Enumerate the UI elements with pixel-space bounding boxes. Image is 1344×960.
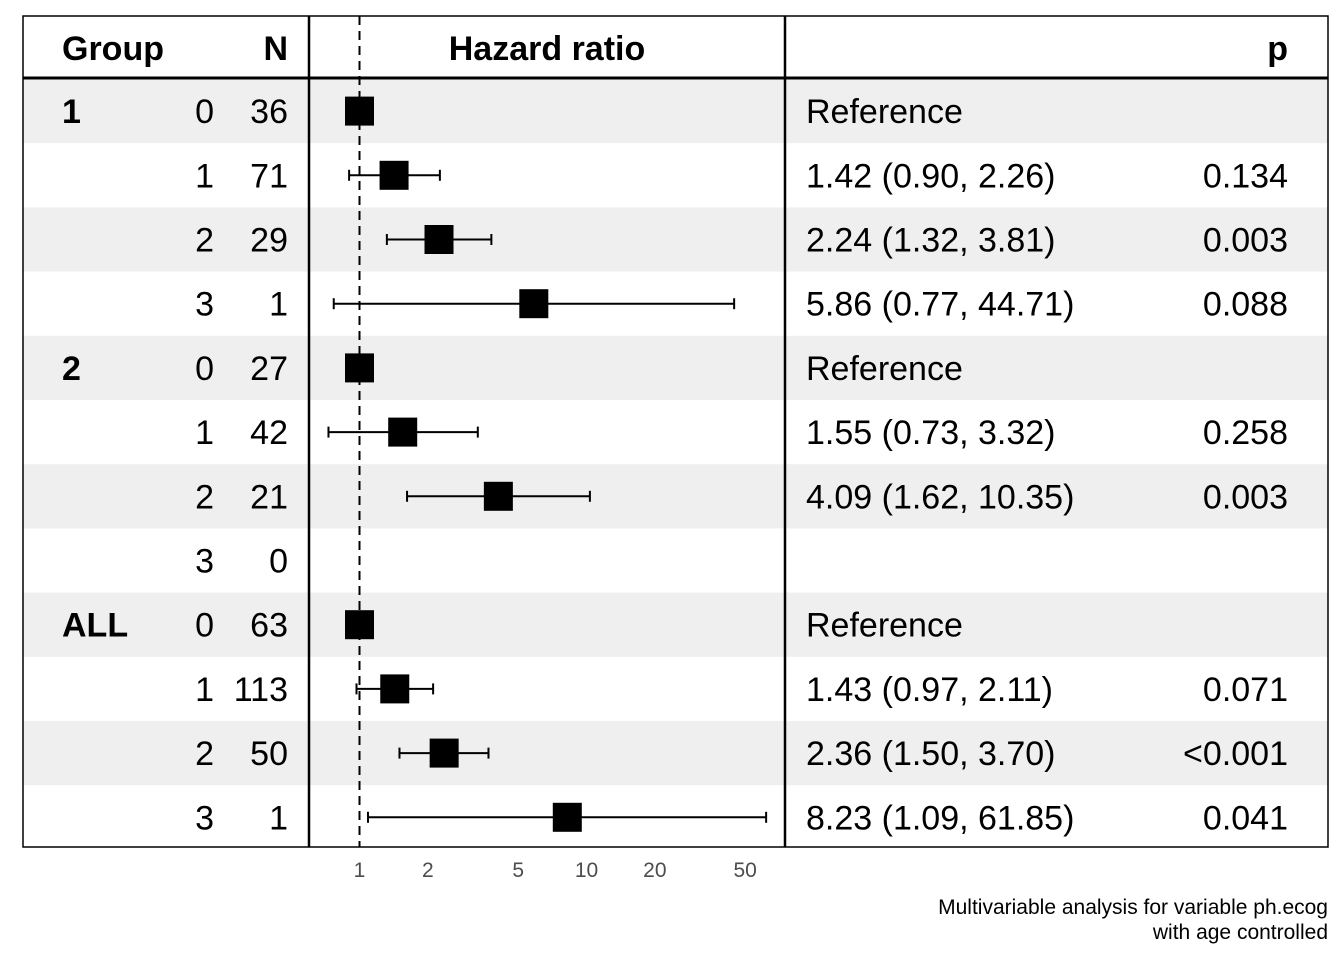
group-label: ALL [62,607,128,645]
level-label: 3 [195,543,214,581]
table-frame [22,15,1329,848]
p-value: 0.003 [1203,478,1288,516]
level-label: 2 [195,735,214,773]
estimate-text: Reference [806,93,963,131]
n-value: 27 [250,350,288,388]
p-value: 0.071 [1203,671,1288,709]
x-tick-label: 5 [512,859,524,882]
n-value: 1 [269,286,288,324]
hr-point [380,674,410,704]
estimate-text: 2.24 (1.32, 3.81) [806,222,1056,260]
level-label: 1 [195,157,214,195]
x-tick-label: 2 [422,859,434,882]
header-hazard-ratio: Hazard ratio [449,30,646,68]
p-value: 0.041 [1203,799,1288,837]
hr-point [379,160,409,190]
group-label: 1 [62,93,81,131]
header-group: Group [62,30,164,68]
n-value: 1 [269,799,288,837]
estimate-text: 1.43 (0.97, 2.11) [806,671,1053,709]
estimate-text: 8.23 (1.09, 61.85) [806,799,1074,837]
estimate-text: 4.09 (1.62, 10.35) [806,478,1074,516]
row-band [23,79,1328,144]
level-label: 3 [195,799,214,837]
n-value: 0 [269,543,288,581]
x-tick-label: 1 [354,859,366,882]
n-value: 63 [250,607,288,645]
n-value: 29 [250,222,288,260]
forest-marks [327,96,768,832]
estimate-text: 1.42 (0.90, 2.26) [806,157,1056,195]
hr-point [345,96,374,126]
estimate-text: 5.86 (0.77, 44.71) [806,286,1074,324]
estimate-text: Reference [806,607,963,645]
level-label: 1 [195,671,214,709]
p-value: <0.001 [1183,735,1288,773]
estimate-text: 1.55 (0.73, 3.32) [806,414,1056,452]
hr-point [345,610,374,640]
caption: Multivariable analysis for variable ph.e… [938,895,1328,945]
x-tick-label: 10 [575,859,598,882]
level-label: 0 [195,350,214,388]
hr-point [552,802,582,832]
row-band [23,464,1328,529]
level-label: 0 [195,607,214,645]
row-band [23,335,1328,400]
estimate-text: 2.36 (1.50, 3.70) [806,735,1056,773]
p-value: 0.258 [1203,414,1288,452]
header-n: N [263,30,288,68]
caption-line-2: with age controlled [1152,921,1328,944]
estimate-text: Reference [806,350,963,388]
n-value: 21 [250,478,288,516]
p-value: 0.088 [1203,286,1288,324]
n-value: 113 [234,671,288,709]
level-label: 2 [195,222,214,260]
level-label: 3 [195,286,214,324]
hr-point [483,481,513,511]
header-p: p [1267,30,1288,68]
n-value: 71 [250,157,288,195]
group-label: 2 [62,350,81,388]
level-label: 0 [195,93,214,131]
hr-point [388,417,418,447]
x-tick-label: 20 [643,859,666,882]
hr-point [424,225,454,254]
hr-point [519,289,549,319]
n-value: 42 [250,414,288,452]
level-label: 2 [195,478,214,516]
row-bands [23,79,1328,786]
row-band [23,721,1328,786]
n-value: 50 [250,735,288,773]
header-row: Group N Hazard ratio p [62,30,1288,68]
p-value: 0.134 [1203,157,1288,195]
hr-point [345,353,374,383]
caption-line-1: Multivariable analysis for variable ph.e… [938,896,1328,919]
x-axis-ticks: 1 2 5 10 20 50 [354,859,757,882]
table-border [22,15,1329,848]
x-tick-label: 50 [733,859,756,882]
n-value: 36 [250,93,288,131]
level-label: 1 [195,414,214,452]
row-band [23,592,1328,657]
p-value: 0.003 [1203,222,1288,260]
hr-point [429,738,459,768]
row-band [23,207,1328,272]
